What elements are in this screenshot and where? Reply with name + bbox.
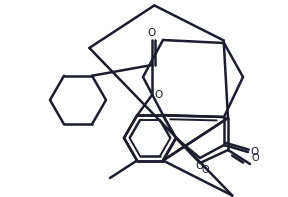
Text: O: O	[251, 153, 259, 163]
Text: O: O	[154, 90, 162, 100]
Text: O: O	[148, 28, 156, 38]
Text: O: O	[202, 165, 210, 175]
Text: O: O	[196, 161, 204, 171]
Text: O: O	[250, 147, 258, 157]
